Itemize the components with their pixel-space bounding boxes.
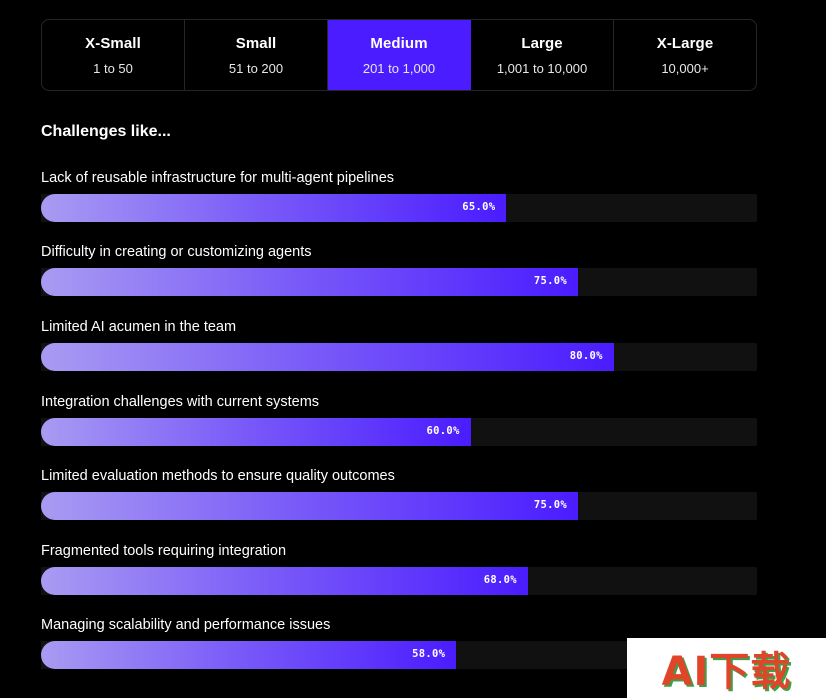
tab-large[interactable]: Large 1,001 to 10,000 xyxy=(471,20,614,90)
tab-range: 1,001 to 10,000 xyxy=(496,60,588,76)
progress-track: 80.0% xyxy=(41,343,757,371)
watermark-logo: AI下载 xyxy=(627,638,826,698)
tab-title: Small xyxy=(235,34,277,52)
progress-track: 60.0% xyxy=(41,418,757,446)
tab-x-large[interactable]: X-Large 10,000+ xyxy=(614,20,756,90)
tab-medium[interactable]: Medium 201 to 1,000 xyxy=(328,20,471,90)
challenge-item: Integration challenges with current syst… xyxy=(41,393,757,446)
progress-fill: 68.0% xyxy=(41,567,528,595)
tab-x-small[interactable]: X-Small 1 to 50 xyxy=(42,20,185,90)
watermark-text: AI下载 xyxy=(661,649,792,695)
challenge-label: Limited AI acumen in the team xyxy=(41,319,237,335)
progress-fill: 58.0% xyxy=(41,641,457,669)
challenge-item: Lack of reusable infrastructure for mult… xyxy=(41,169,757,222)
tab-range: 10,000+ xyxy=(661,60,709,76)
challenge-label: Difficulty in creating or customizing ag… xyxy=(41,244,312,260)
challenge-label: Fragmented tools requiring integration xyxy=(41,543,287,559)
challenge-label: Managing scalability and performance iss… xyxy=(41,617,331,633)
progress-value: 58.0% xyxy=(412,648,446,660)
tab-range: 201 to 1,000 xyxy=(362,60,436,76)
challenge-item: Limited AI acumen in the team 80.0% xyxy=(41,318,757,371)
tab-range: 1 to 50 xyxy=(93,60,133,76)
progress-value: 68.0% xyxy=(483,574,517,586)
progress-value: 60.0% xyxy=(426,425,460,437)
progress-value: 75.0% xyxy=(533,499,567,511)
challenge-item: Limited evaluation methods to ensure qua… xyxy=(41,467,757,520)
progress-track: 75.0% xyxy=(41,268,757,296)
progress-value: 80.0% xyxy=(569,350,603,362)
challenge-label: Integration challenges with current syst… xyxy=(41,394,320,410)
challenge-label: Limited evaluation methods to ensure qua… xyxy=(41,468,395,484)
tab-small[interactable]: Small 51 to 200 xyxy=(185,20,328,90)
challenge-label: Lack of reusable infrastructure for mult… xyxy=(41,170,395,186)
tab-title: Medium xyxy=(370,34,428,52)
progress-fill: 60.0% xyxy=(41,418,471,446)
company-size-tabs: X-Small 1 to 50 Small 51 to 200 Medium 2… xyxy=(41,19,757,91)
progress-fill: 80.0% xyxy=(41,343,614,371)
progress-track: 65.0% xyxy=(41,194,757,222)
tab-title: X-Large xyxy=(656,34,714,52)
progress-value: 75.0% xyxy=(533,275,567,287)
challenge-item: Difficulty in creating or customizing ag… xyxy=(41,243,757,296)
tab-title: Large xyxy=(521,34,563,52)
progress-track: 75.0% xyxy=(41,492,757,520)
challenge-item: Fragmented tools requiring integration 6… xyxy=(41,542,757,595)
progress-value: 65.0% xyxy=(462,201,496,213)
progress-track: 68.0% xyxy=(41,567,757,595)
progress-fill: 65.0% xyxy=(41,194,507,222)
tab-range: 51 to 200 xyxy=(228,60,284,76)
progress-fill: 75.0% xyxy=(41,492,578,520)
progress-fill: 75.0% xyxy=(41,268,578,296)
tab-title: X-Small xyxy=(85,34,141,52)
section-title: Challenges like... xyxy=(41,123,171,140)
